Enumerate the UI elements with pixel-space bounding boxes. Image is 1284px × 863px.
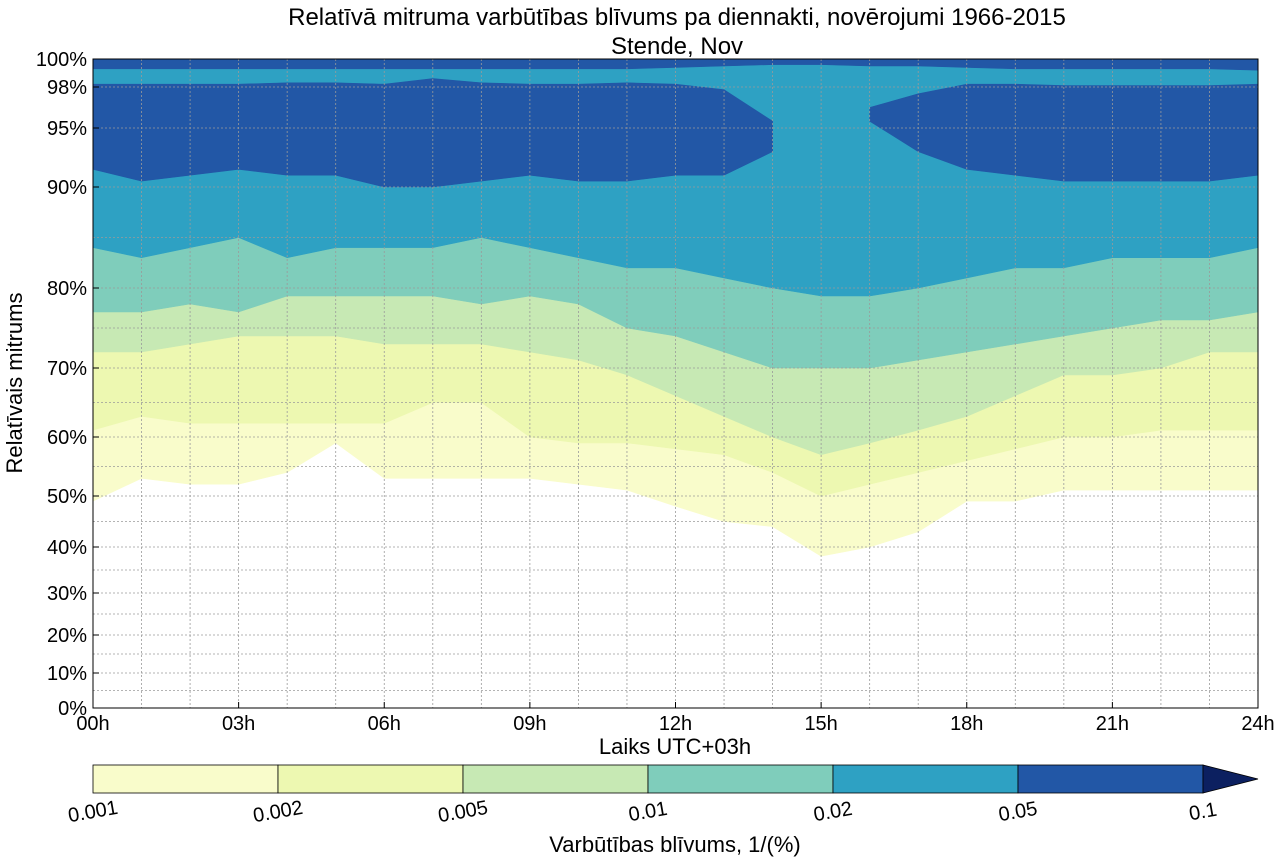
- x-tick-label-8: 24h: [1241, 713, 1274, 735]
- y-tick-label-0: 0%: [58, 698, 87, 720]
- y-tick-label-11: 98%: [47, 77, 87, 99]
- y-axis-label: Relatīvais mitrums: [2, 293, 27, 474]
- x-tick-label-6: 18h: [950, 713, 983, 735]
- x-tick-label-2: 06h: [368, 713, 401, 735]
- colorbar-segment-2: [462, 764, 649, 794]
- y-tick-label-10: 95%: [47, 118, 87, 140]
- colorbar-label: Varbūtības blīvums, 1/(%): [549, 832, 800, 857]
- chart-title: Relatīvā mitruma varbūtības blīvums pa d…: [288, 4, 1066, 31]
- x-tick-label-5: 15h: [804, 713, 837, 735]
- x-tick-label-0: 00h: [76, 713, 109, 735]
- colorbar-segment-1: [277, 764, 464, 794]
- colorbar-extend-arrow: [1202, 764, 1259, 794]
- colorbar-segment-5: [1017, 764, 1204, 794]
- colorbar-tick-label-2: 0.005: [436, 797, 489, 827]
- colorbar-tick-label-6: 0.1: [1187, 799, 1218, 825]
- x-tick-label-1: 03h: [222, 713, 255, 735]
- y-tick-label-5: 50%: [47, 486, 87, 508]
- y-tick-label-1: 10%: [47, 663, 87, 685]
- colorbar-tick-label-3: 0.01: [627, 798, 669, 826]
- y-tick-label-8: 80%: [47, 278, 87, 300]
- y-tick-label-2: 20%: [47, 625, 87, 647]
- x-axis: 00h 03h 06h 09h 12h 15h 18h 21h 24h: [76, 702, 1275, 735]
- y-axis: 0% 10% 20% 30% 40% 50% 60% 70% 80% 90% 95% 98% 100%: [36, 49, 99, 720]
- x-tick-label-4: 12h: [659, 713, 692, 735]
- y-tick-label-4: 40%: [47, 537, 87, 559]
- y-tick-label-7: 70%: [47, 358, 87, 380]
- colorbar-tick-label-1: 0.002: [251, 797, 304, 827]
- colorbar-segment-3: [647, 764, 834, 794]
- y-tick-label-3: 30%: [47, 583, 87, 605]
- chart-subtitle: Stende, Nov: [611, 33, 743, 60]
- y-tick-label-6: 60%: [47, 427, 87, 449]
- colorbar-segment-0: [92, 764, 279, 794]
- colorbar-tick-label-5: 0.05: [997, 798, 1039, 826]
- x-tick-label-3: 09h: [513, 713, 546, 735]
- y-tick-label-12: 100%: [36, 49, 87, 71]
- colorbar-segment-4: [832, 764, 1019, 794]
- colorbar: 0.001 0.002 0.005 0.01 0.02 0.05 0.1: [66, 764, 1259, 827]
- x-tick-label-7: 21h: [1096, 713, 1129, 735]
- colorbar-tick-label-4: 0.02: [812, 798, 854, 826]
- y-tick-label-9: 90%: [47, 177, 87, 199]
- colorbar-tick-label-0: 0.001: [66, 797, 119, 827]
- grid-lines: [93, 59, 1258, 708]
- x-axis-label: Laiks UTC+03h: [599, 734, 751, 759]
